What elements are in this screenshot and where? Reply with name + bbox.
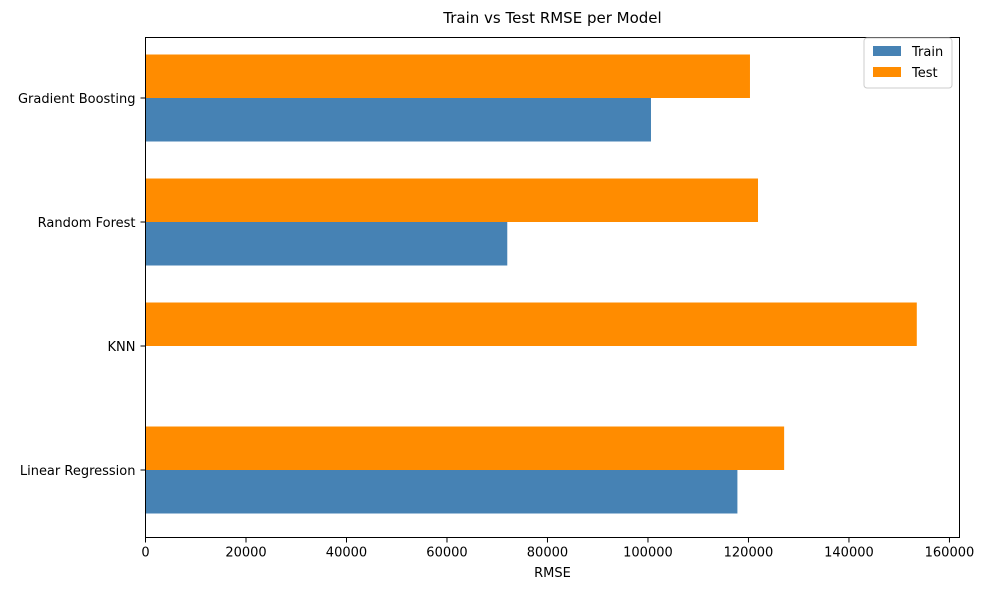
bar-train-linear-regression [145,470,738,514]
y-tick-label: KNN [108,340,136,355]
bar-test-gradient-boosting [145,54,750,98]
x-tick-label: 0 [141,546,149,561]
x-axis: 0 20000 40000 60000 80000 100000 120000 140000 1… [141,537,975,561]
x-tick-label: 100000 [623,546,673,561]
bar-test-linear-regression [145,426,785,470]
plot-frame [145,37,960,538]
y-tick-label: Random Forest [38,216,136,231]
y-axis: Linear Regression KNN Random Forest Gradien… [18,92,146,479]
legend-swatch [873,67,901,77]
bar-test-random-forest [145,178,759,222]
x-tick-label: 160000 [925,546,975,561]
bars-group [145,54,917,514]
x-tick-label: 40000 [326,546,367,561]
legend: Train Test [863,37,953,89]
chart-title: Train vs Test RMSE per Model [442,9,661,27]
x-tick-label: 20000 [225,546,266,561]
y-tick-label: Linear Regression [20,464,136,479]
x-axis-label: RMSE [534,566,571,581]
y-tick-label: Gradient Boosting [18,92,136,107]
x-tick-label: 60000 [426,546,467,561]
legend-swatch [873,46,901,56]
bar-test-knn [145,302,917,346]
bar-train-random-forest [145,222,508,266]
x-tick-label: 80000 [527,546,568,561]
x-tick-label: 120000 [724,546,774,561]
legend-label: Test [911,66,938,81]
x-tick-label: 140000 [824,546,874,561]
bar-train-gradient-boosting [145,98,651,142]
legend-label: Train [911,45,943,60]
